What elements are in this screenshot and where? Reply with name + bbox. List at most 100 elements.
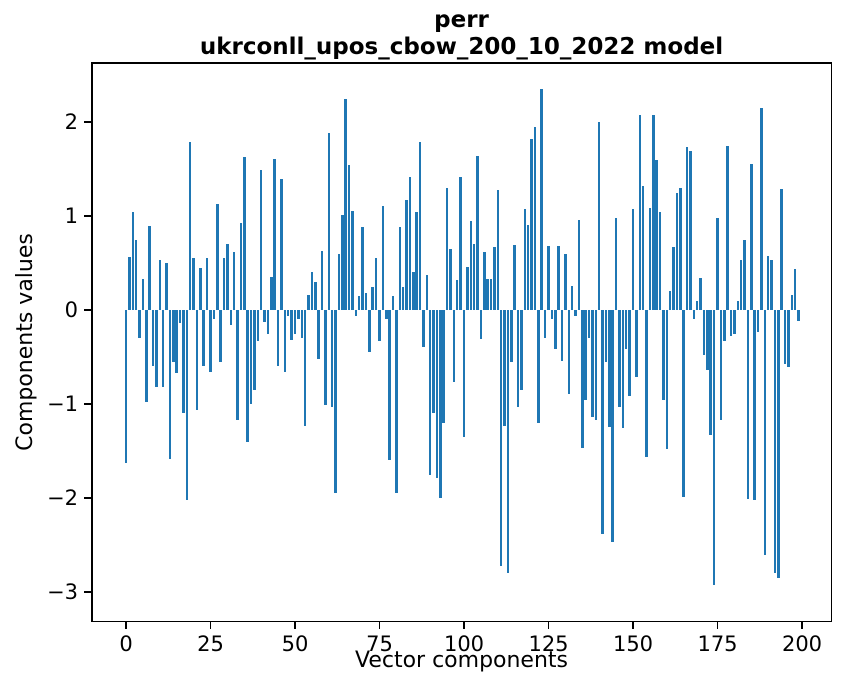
bar-141 [601, 310, 604, 534]
bar-13 [168, 310, 172, 459]
bar-176 [719, 310, 723, 420]
bar-197 [790, 295, 794, 310]
bar-123 [540, 89, 543, 310]
bar-0 [124, 310, 128, 464]
chart-title: perr ukrconll_upos_cbow_200_10_2022 mode… [91, 7, 832, 61]
bar-140 [597, 122, 601, 310]
bar-144 [611, 310, 614, 543]
bar-9 [155, 310, 158, 388]
bar-41 [263, 310, 266, 323]
bar-151 [635, 310, 638, 377]
bar-10 [158, 260, 162, 310]
bar-193 [777, 310, 780, 578]
y-tick-mark--1 [84, 403, 91, 405]
bar-170 [699, 278, 702, 310]
bar-15 [175, 310, 178, 373]
bar-158 [658, 212, 662, 310]
bar-63 [337, 253, 341, 310]
bar-43 [270, 277, 273, 310]
bar-94 [442, 310, 445, 423]
bar-182 [739, 260, 743, 310]
x-tick-label-150: 150 [612, 632, 654, 656]
bar-159 [662, 310, 665, 401]
y-tick-mark--3 [84, 591, 91, 593]
bar-42 [266, 310, 270, 334]
y-tick-label--1: −1 [47, 392, 78, 416]
y-tick-label--3: −3 [47, 580, 78, 604]
bar-157 [655, 159, 658, 310]
bar-189 [763, 310, 767, 556]
bar-27 [216, 203, 219, 310]
bar-101 [466, 266, 469, 310]
y-tick-label-0: 0 [64, 298, 78, 322]
bar-194 [780, 188, 783, 310]
y-tick-label-2: 2 [64, 110, 78, 134]
bar-34 [239, 222, 243, 310]
bar-165 [682, 310, 685, 498]
bar-88 [422, 310, 425, 347]
bar-1 [128, 257, 131, 310]
bar-177 [723, 310, 726, 341]
bar-47 [283, 310, 287, 372]
bar-12 [165, 263, 168, 310]
bar-121 [533, 126, 537, 310]
bar-114 [510, 310, 513, 362]
bar-186 [753, 310, 756, 500]
bar-168 [692, 310, 696, 320]
spine-right [830, 62, 832, 622]
bar-82 [401, 286, 405, 310]
bar-90 [428, 310, 432, 475]
bar-155 [648, 207, 652, 310]
spine-top [91, 62, 832, 64]
bar-130 [564, 253, 567, 310]
bar-80 [395, 310, 398, 494]
bar-178 [726, 145, 729, 310]
x-tick-label-75: 75 [366, 632, 393, 656]
x-tick-label-125: 125 [528, 632, 569, 656]
x-tick-label-50: 50 [281, 632, 309, 656]
x-tick-mark-50 [294, 622, 296, 629]
bar-185 [750, 164, 753, 310]
bar-100 [462, 310, 466, 437]
bar-133 [574, 310, 577, 316]
bar-174 [712, 310, 716, 586]
bar-102 [469, 220, 473, 310]
bar-55 [310, 272, 314, 310]
bar-199 [797, 310, 800, 322]
bar-96 [449, 248, 452, 310]
bar-108 [489, 279, 493, 310]
x-tick-mark-200 [801, 622, 803, 629]
bar-83 [405, 200, 408, 310]
bar-152 [638, 115, 642, 310]
bar-78 [388, 310, 391, 461]
bar-137 [587, 310, 591, 339]
bar-4 [138, 310, 141, 339]
bar-70 [361, 227, 364, 310]
bar-60 [327, 133, 331, 310]
bar-195 [783, 310, 787, 364]
bar-163 [675, 193, 679, 310]
y-tick-mark-1 [84, 215, 91, 217]
bar-72 [368, 310, 371, 353]
bar-106 [483, 251, 486, 310]
bar-50 [293, 310, 297, 334]
bar-77 [385, 310, 388, 320]
bar-33 [236, 310, 239, 420]
bar-160 [665, 310, 669, 450]
x-tick-mark-125 [547, 622, 550, 629]
bar-99 [459, 176, 462, 310]
bar-48 [286, 310, 290, 316]
bar-74 [374, 258, 378, 310]
bar-153 [641, 185, 645, 310]
bar-76 [381, 205, 385, 310]
bar-53 [303, 310, 307, 426]
y-tick-mark-2 [84, 121, 91, 123]
bar-142 [604, 310, 608, 362]
bar-97 [452, 310, 456, 383]
bar-191 [770, 260, 773, 310]
bar-6 [145, 310, 148, 403]
bar-156 [652, 115, 655, 310]
bar-59 [324, 310, 327, 405]
bar-73 [371, 287, 374, 310]
bar-69 [357, 295, 361, 310]
